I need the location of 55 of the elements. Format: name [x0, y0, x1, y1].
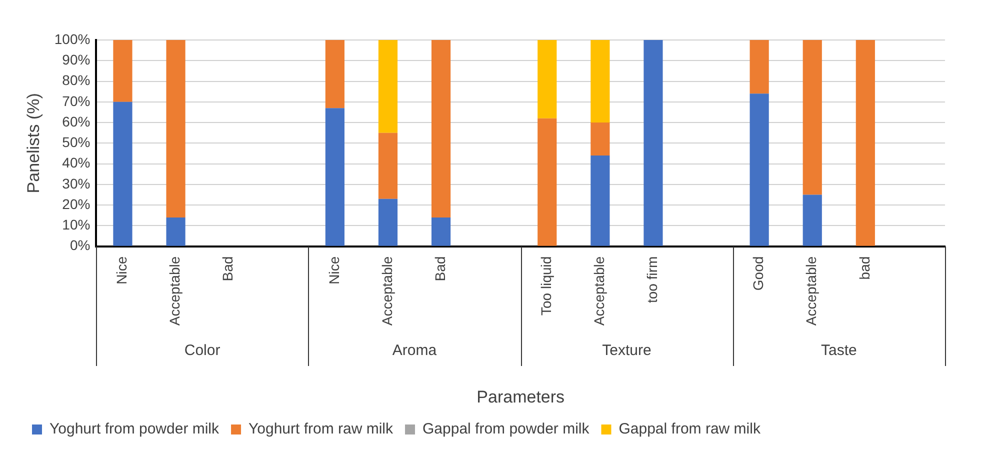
y-tick-label: 50%	[62, 134, 90, 150]
bar	[538, 40, 557, 118]
legend-label: Yoghurt from powder milk	[50, 420, 220, 438]
bar	[644, 40, 663, 246]
bar	[378, 132, 398, 199]
x-tick-label: Too liquid	[538, 256, 554, 316]
y-tick-label: 30%	[62, 175, 90, 192]
x-tick-label: Acceptable	[166, 256, 183, 326]
y-tick-label: 0%	[70, 237, 90, 254]
x-tick-label: Acceptable	[591, 256, 608, 326]
y-tick-label: 70%	[62, 92, 90, 109]
bar	[166, 40, 186, 218]
x-axis-title: Parameters	[476, 387, 565, 406]
y-tick-label: 40%	[62, 154, 90, 171]
bar	[538, 118, 557, 246]
bar	[802, 40, 822, 195]
y-tick-label: 90%	[62, 51, 90, 68]
y-tick-label: 20%	[62, 196, 90, 212]
bar	[378, 40, 398, 133]
bar	[378, 198, 398, 246]
bar	[113, 102, 132, 246]
legend-label: Gappal from raw milk	[618, 420, 761, 438]
legend-label: Yoghurt from raw milk	[248, 420, 394, 438]
bar	[431, 40, 451, 218]
bar	[590, 40, 610, 123]
x-tick-label: Good	[750, 256, 766, 291]
bar	[590, 122, 610, 156]
bar	[802, 194, 822, 246]
bar	[431, 217, 451, 246]
bar	[590, 156, 610, 246]
y-tick-label: 60%	[62, 113, 90, 130]
x-tick-label: bad	[856, 256, 872, 280]
bar	[750, 94, 769, 246]
x-tick-label: Acceptable	[803, 256, 820, 326]
text: Color	[184, 342, 220, 360]
bar	[325, 40, 344, 108]
bar	[325, 108, 344, 246]
text: Aroma	[392, 342, 438, 360]
y-tick-label: 10%	[62, 216, 90, 233]
bar	[113, 40, 132, 102]
x-tick-label: Acceptable	[378, 256, 395, 326]
text: Texture	[602, 342, 652, 360]
x-tick-label: Bad	[432, 256, 448, 282]
bar	[166, 217, 186, 246]
y-axis-title: Panelists (%)	[24, 93, 43, 194]
y-tick-label: 80%	[62, 72, 90, 88]
legend-label: Gappal from powder milk	[422, 420, 590, 438]
bar	[750, 40, 769, 94]
x-tick-label: Bad	[220, 256, 236, 282]
x-tick-label: Nice	[326, 256, 342, 284]
x-tick-label: too firm	[644, 256, 660, 304]
x-tick-label: Nice	[114, 256, 130, 284]
y-tick-label: 100%	[54, 30, 90, 47]
text: Taste	[820, 342, 857, 360]
bar	[856, 40, 875, 246]
